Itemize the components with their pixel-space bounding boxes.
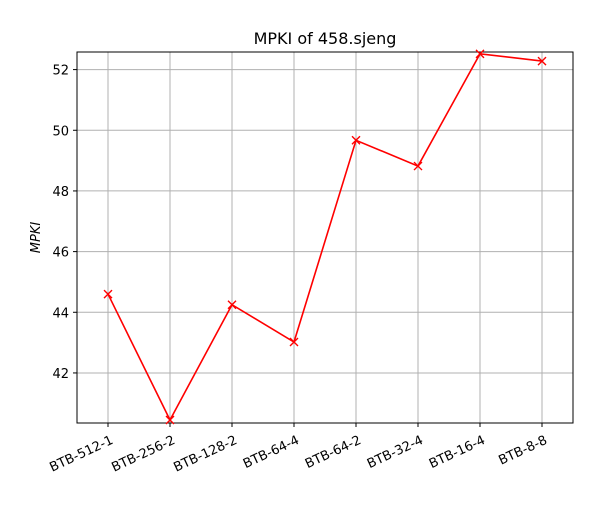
- data-point-marker: [475, 49, 485, 59]
- data-point-marker: [227, 300, 237, 310]
- y-tick-label: 46: [52, 246, 69, 261]
- y-tick-label: 42: [52, 367, 69, 382]
- y-tick-label: 48: [52, 185, 69, 200]
- axes-frame: [76, 51, 574, 424]
- series-line: [107, 52, 543, 422]
- grid: [77, 52, 573, 423]
- data-point-marker: [165, 415, 175, 425]
- y-tick-label: 44: [52, 306, 69, 321]
- data-point-marker: [103, 289, 113, 299]
- data-point-marker: [537, 56, 547, 66]
- data-point-marker: [413, 161, 423, 171]
- y-axis-label: MPKI: [29, 222, 44, 254]
- y-tick-label: 52: [52, 64, 69, 79]
- series: [103, 49, 547, 425]
- data-point-marker: [351, 135, 361, 145]
- y-tick-label: 50: [52, 124, 69, 139]
- chart-title: MPKI of 458.sjeng: [254, 29, 397, 48]
- data-point-marker: [289, 337, 299, 347]
